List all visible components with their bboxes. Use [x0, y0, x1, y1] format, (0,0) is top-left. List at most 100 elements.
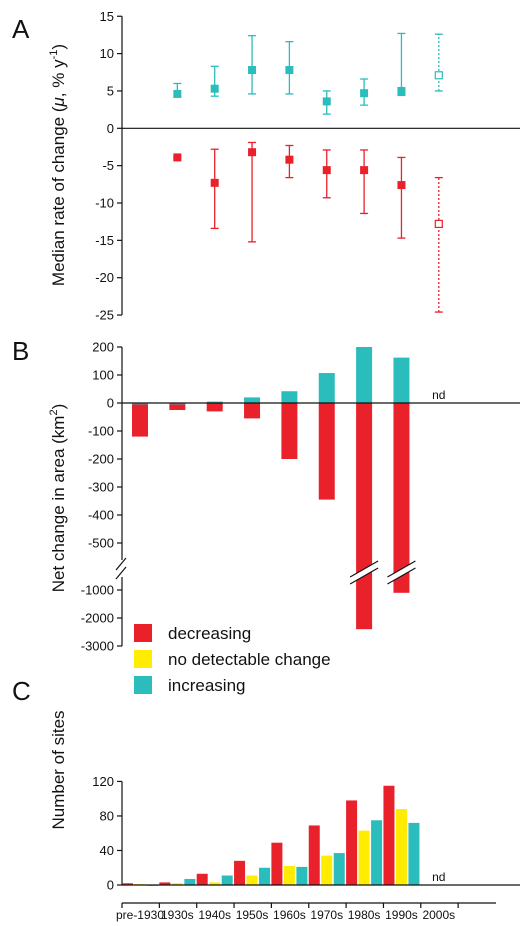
panel-a-ytick-label: 10: [100, 46, 114, 61]
x-axis-label: 1930s: [161, 908, 194, 922]
panel-b-bar: [318, 373, 335, 403]
x-axis-label: 2000s: [422, 908, 455, 922]
panel-b-bar: [281, 403, 298, 459]
panel-c-bar: [259, 867, 271, 885]
panel-b-bar: [169, 403, 186, 410]
panel-b-bar: [132, 403, 148, 405]
panel-b-bar: [244, 403, 261, 419]
panel-c-bar: [246, 875, 258, 885]
panel-b-nd-label: nd: [432, 388, 445, 402]
panel-c-ytick-label: 40: [100, 843, 114, 858]
panel-a-plot: 15 10 5 0 -5 -10 -15 -20 -25: [95, 9, 520, 323]
panel-c-nd-label: nd: [432, 870, 445, 884]
panel-c-bar: [196, 873, 208, 885]
x-axis-label: 1940s: [198, 908, 231, 922]
panel-a-point: [360, 166, 369, 175]
panel-a-ytick-label: -25: [95, 308, 114, 323]
panel-b-bar: [244, 397, 261, 403]
panel-c-bar: [159, 882, 171, 885]
legend-swatch-no-change: [134, 650, 152, 668]
panel-b-bar-break-gap: [387, 561, 416, 584]
panel-b-bar-break-gap: [350, 561, 379, 584]
panel-b-bar: [169, 403, 186, 405]
panel-a-ytick-label: -10: [95, 196, 114, 211]
panel-a-point: [173, 89, 182, 98]
x-axis-label: 1980s: [348, 908, 381, 922]
panel-b-ytick-label: -200: [88, 452, 114, 467]
panel-b-bar: [281, 391, 298, 403]
panel-b-bar-break-mark: [349, 567, 379, 585]
panel-c-bar: [283, 866, 295, 885]
legend-label-decreasing: decreasing: [168, 624, 251, 643]
panel-a-point: [360, 89, 369, 98]
x-axis-label: 1970s: [310, 908, 343, 922]
panel-b-ytick-label: -100: [88, 424, 114, 439]
panel-c-bar: [383, 785, 395, 885]
panel-b-ytick-label: 100: [92, 368, 114, 383]
panel-b-ytick-label: -300: [88, 480, 114, 495]
panel-c-bar: [122, 883, 133, 885]
panel-b-bar-break-mark: [349, 560, 379, 578]
panel-b-ytick-label: -500: [88, 536, 114, 551]
panel-c-bar: [333, 853, 345, 885]
panel-c-bar: [234, 860, 246, 885]
panel-b-ytick-label: -3000: [81, 639, 114, 654]
panel-b-ytick-label: -1000: [81, 583, 114, 598]
panel-c-bar: [271, 842, 283, 885]
panel-b-plot: 200 100 0 -100 -200 -300 -400 -500 -1000 -2000 -30…: [81, 340, 520, 654]
panel-c-ylabel: Number of sites: [49, 710, 68, 829]
panel-b-bar: [206, 401, 223, 403]
panel-c-plot: 0 40 80 120 nd: [92, 774, 445, 893]
panel-b-bar: [206, 403, 223, 412]
legend-label-increasing: increasing: [168, 676, 246, 695]
panel-c-bar: [209, 882, 221, 885]
panel-a-point: [210, 84, 219, 93]
legend-swatch-decreasing: [134, 624, 152, 642]
panel-c-bar: [371, 820, 383, 885]
legend-swatch-increasing: [134, 676, 152, 694]
panel-letter-b: B: [12, 336, 29, 366]
legend: decreasing no detectable change increasing: [134, 624, 331, 695]
panel-c-bar: [395, 809, 407, 885]
panel-a-point: [173, 153, 182, 162]
panel-a-ytick-label: 5: [107, 83, 114, 98]
panel-b-bar: [356, 403, 373, 630]
panel-a-ytick-label: -20: [95, 270, 114, 285]
panel-c-bar: [221, 875, 233, 885]
panel-a-ytick-label: 0: [107, 121, 114, 136]
panel-a-ytick-label: -15: [95, 233, 114, 248]
panel-b-axis-break-mark: [115, 557, 127, 571]
panel-a-point: [397, 86, 406, 95]
panel-a-point: [322, 97, 331, 106]
panel-a-point-open: [434, 71, 443, 80]
panel-b-bar: [393, 403, 410, 593]
panel-c-bar: [408, 822, 420, 885]
panel-a-point: [248, 66, 257, 75]
panel-a-point: [322, 166, 331, 175]
panel-c-bar: [321, 855, 333, 885]
panel-a-point-open: [434, 219, 443, 229]
panel-c-bar: [184, 878, 196, 885]
panel-a-point: [210, 178, 219, 187]
x-axis-label: 1950s: [236, 908, 269, 922]
panel-a-point: [285, 66, 294, 75]
panel-b-ytick-label: -2000: [81, 611, 114, 626]
panel-b-ytick-label: 0: [107, 396, 114, 411]
panel-c-bar: [358, 830, 370, 885]
panel-b-axis-break-mark: [115, 566, 127, 580]
panel-c-bar: [171, 883, 183, 885]
panel-b-bar-break-mark: [387, 567, 416, 585]
panel-b-bar: [393, 357, 410, 403]
panel-b-ytick-label: -400: [88, 508, 114, 523]
x-axis-label: 1960s: [273, 908, 306, 922]
panel-b-bar: [132, 403, 148, 437]
panel-b-bar-break-mark: [387, 560, 416, 578]
panel-c-bar: [308, 825, 320, 885]
panel-c-ytick-label: 0: [107, 878, 114, 893]
panel-c-bar: [346, 800, 358, 885]
panel-a-point: [397, 181, 406, 190]
panel-b-ylabel: Net change in area (km2): [48, 404, 68, 593]
panel-b-ytick-label: 200: [92, 340, 114, 355]
panel-b-bar: [318, 403, 335, 500]
